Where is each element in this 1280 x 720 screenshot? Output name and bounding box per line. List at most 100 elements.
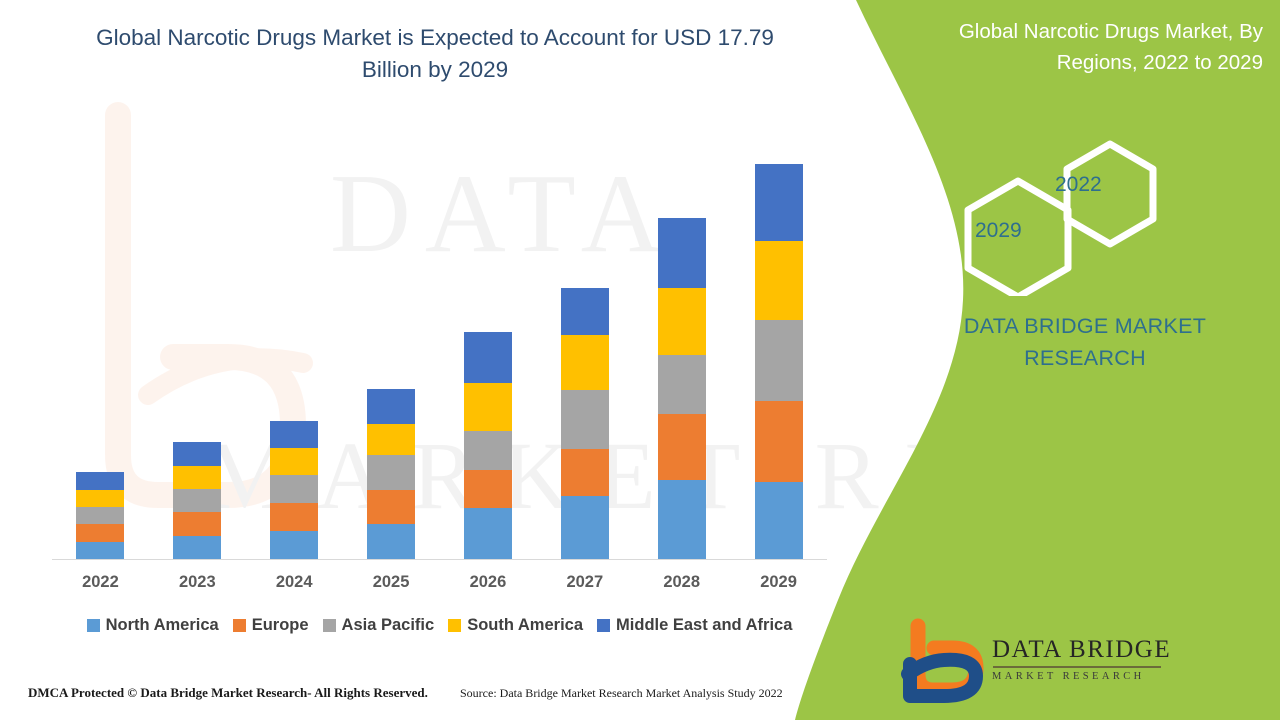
- footer-copyright: DMCA Protected © Data Bridge Market Rese…: [28, 685, 428, 700]
- logo-divider: [993, 666, 1161, 668]
- x-axis-labels: 2022 2023 2024 2025 2026 2027 2028 2029: [52, 573, 827, 592]
- legend-label: South America: [467, 616, 584, 634]
- bar-segment: [657, 287, 706, 355]
- legend-label: Europe: [251, 616, 309, 634]
- bar-segment: [173, 442, 222, 466]
- x-axis-tick-label: 2024: [275, 573, 313, 591]
- bar-segment: [270, 421, 319, 448]
- bar-segment: [463, 430, 512, 470]
- bar-segment: [560, 389, 609, 449]
- x-axis-tick-label: 2026: [469, 573, 507, 591]
- bar-stack: [463, 332, 512, 559]
- bar-segment: [463, 508, 512, 559]
- legend-item[interactable]: South America: [448, 616, 583, 635]
- bar-column: [246, 150, 342, 559]
- bar-column: [440, 150, 536, 559]
- bar-segment: [463, 332, 512, 384]
- bar-segment: [367, 490, 416, 525]
- x-axis-tick-label: 2027: [566, 573, 604, 591]
- logo-name: DATA BRIDGE: [992, 636, 1172, 663]
- panel-title: Global Narcotic Drugs Market, By Regions…: [958, 20, 1263, 74]
- bar-segment: [270, 502, 319, 532]
- hexagon-2022-label: 2022: [1055, 173, 1102, 196]
- bar-segment: [173, 512, 222, 536]
- x-axis-tick-label: 2023: [178, 573, 216, 591]
- bar-stack: [76, 472, 125, 559]
- bar-segment: [173, 465, 222, 490]
- bar-segment: [754, 164, 803, 242]
- page-title: Global Narcotic Drugs Market is Expected…: [96, 25, 774, 82]
- bar-column: [634, 150, 730, 559]
- legend-label: Asia Pacific: [341, 616, 435, 634]
- bar-column: [52, 150, 148, 559]
- bar-segment: [76, 524, 125, 542]
- stacked-bar-chart: [52, 150, 827, 559]
- bar-segment: [560, 287, 609, 335]
- logo-tagline: MARKET RESEARCH: [992, 670, 1145, 682]
- bar-segment: [560, 448, 609, 496]
- bar-stack: [754, 164, 803, 559]
- bar-segment: [367, 524, 416, 559]
- bar-segment: [657, 354, 706, 414]
- bar-column: [343, 150, 439, 559]
- bar-segment: [270, 475, 319, 503]
- legend-swatch-icon: [232, 619, 246, 632]
- bar-segment: [463, 383, 512, 431]
- bar-segment: [270, 447, 319, 476]
- x-axis-tick-label: 2022: [82, 573, 119, 591]
- bar-column: [731, 150, 827, 559]
- hexagon-2022-icon: [1063, 140, 1157, 248]
- x-axis-tick-label: 2029: [760, 573, 797, 591]
- bar-segment: [657, 413, 706, 480]
- legend-swatch-icon: [597, 619, 611, 632]
- x-axis-line: [52, 559, 827, 560]
- bar-stack: [367, 388, 416, 559]
- bar-stack: [657, 217, 706, 559]
- bar-segment: [173, 489, 222, 513]
- bar-segment: [754, 481, 803, 559]
- bar-segment: [367, 423, 416, 456]
- hexagon-badges: [964, 140, 1157, 296]
- bar-segment: [76, 489, 125, 508]
- legend-label: North America: [105, 616, 219, 634]
- legend-swatch-icon: [322, 619, 336, 632]
- logo-text-block: DATA BRIDGE MARKET RESEARCH: [992, 636, 1171, 682]
- bar-segment: [754, 319, 803, 402]
- bar-segment: [76, 541, 125, 559]
- footer-source: Source: Data Bridge Market Research Mark…: [460, 686, 783, 700]
- legend-swatch-icon: [86, 619, 100, 632]
- bar-segment: [367, 388, 416, 424]
- hexagon-2029-label: 2029: [975, 219, 1022, 242]
- chart-legend: North America Europe Asia Pacific South Ame…: [52, 616, 827, 635]
- green-panel-content: Global Narcotic Drugs Market, By Regions…: [900, 0, 1280, 720]
- bar-segment: [173, 535, 222, 559]
- legend-item[interactable]: Europe: [232, 616, 309, 635]
- legend-item[interactable]: North America: [86, 616, 219, 635]
- bar-segment: [270, 531, 319, 559]
- x-axis-tick-label: 2028: [663, 573, 701, 591]
- bar-segment: [754, 241, 803, 320]
- bar-segment: [657, 217, 706, 288]
- bar-segment: [76, 507, 125, 525]
- bar-stack: [560, 287, 609, 559]
- bar-segment: [754, 401, 803, 482]
- legend-item[interactable]: Asia Pacific: [322, 616, 435, 635]
- bar-segment: [367, 455, 416, 491]
- bar-column: [537, 150, 633, 559]
- hexagon-2029-icon: [964, 177, 1072, 296]
- bar-segment: [76, 472, 125, 490]
- bar-segment: [657, 479, 706, 559]
- bar-column: [149, 150, 245, 559]
- legend-label: Middle East and Africa: [616, 616, 793, 634]
- bar-segment: [560, 334, 609, 390]
- bar-stack: [270, 421, 319, 559]
- data-bridge-logo-icon: [901, 618, 984, 703]
- bar-stack: [173, 442, 222, 559]
- brand-name: DATA BRIDGE MARKET RESEARCH: [963, 314, 1207, 370]
- legend-item[interactable]: Middle East and Africa: [597, 616, 792, 635]
- bar-segment: [463, 469, 512, 509]
- bar-segment: [560, 495, 609, 559]
- x-axis-tick-label: 2025: [372, 573, 410, 591]
- legend-swatch-icon: [448, 619, 462, 632]
